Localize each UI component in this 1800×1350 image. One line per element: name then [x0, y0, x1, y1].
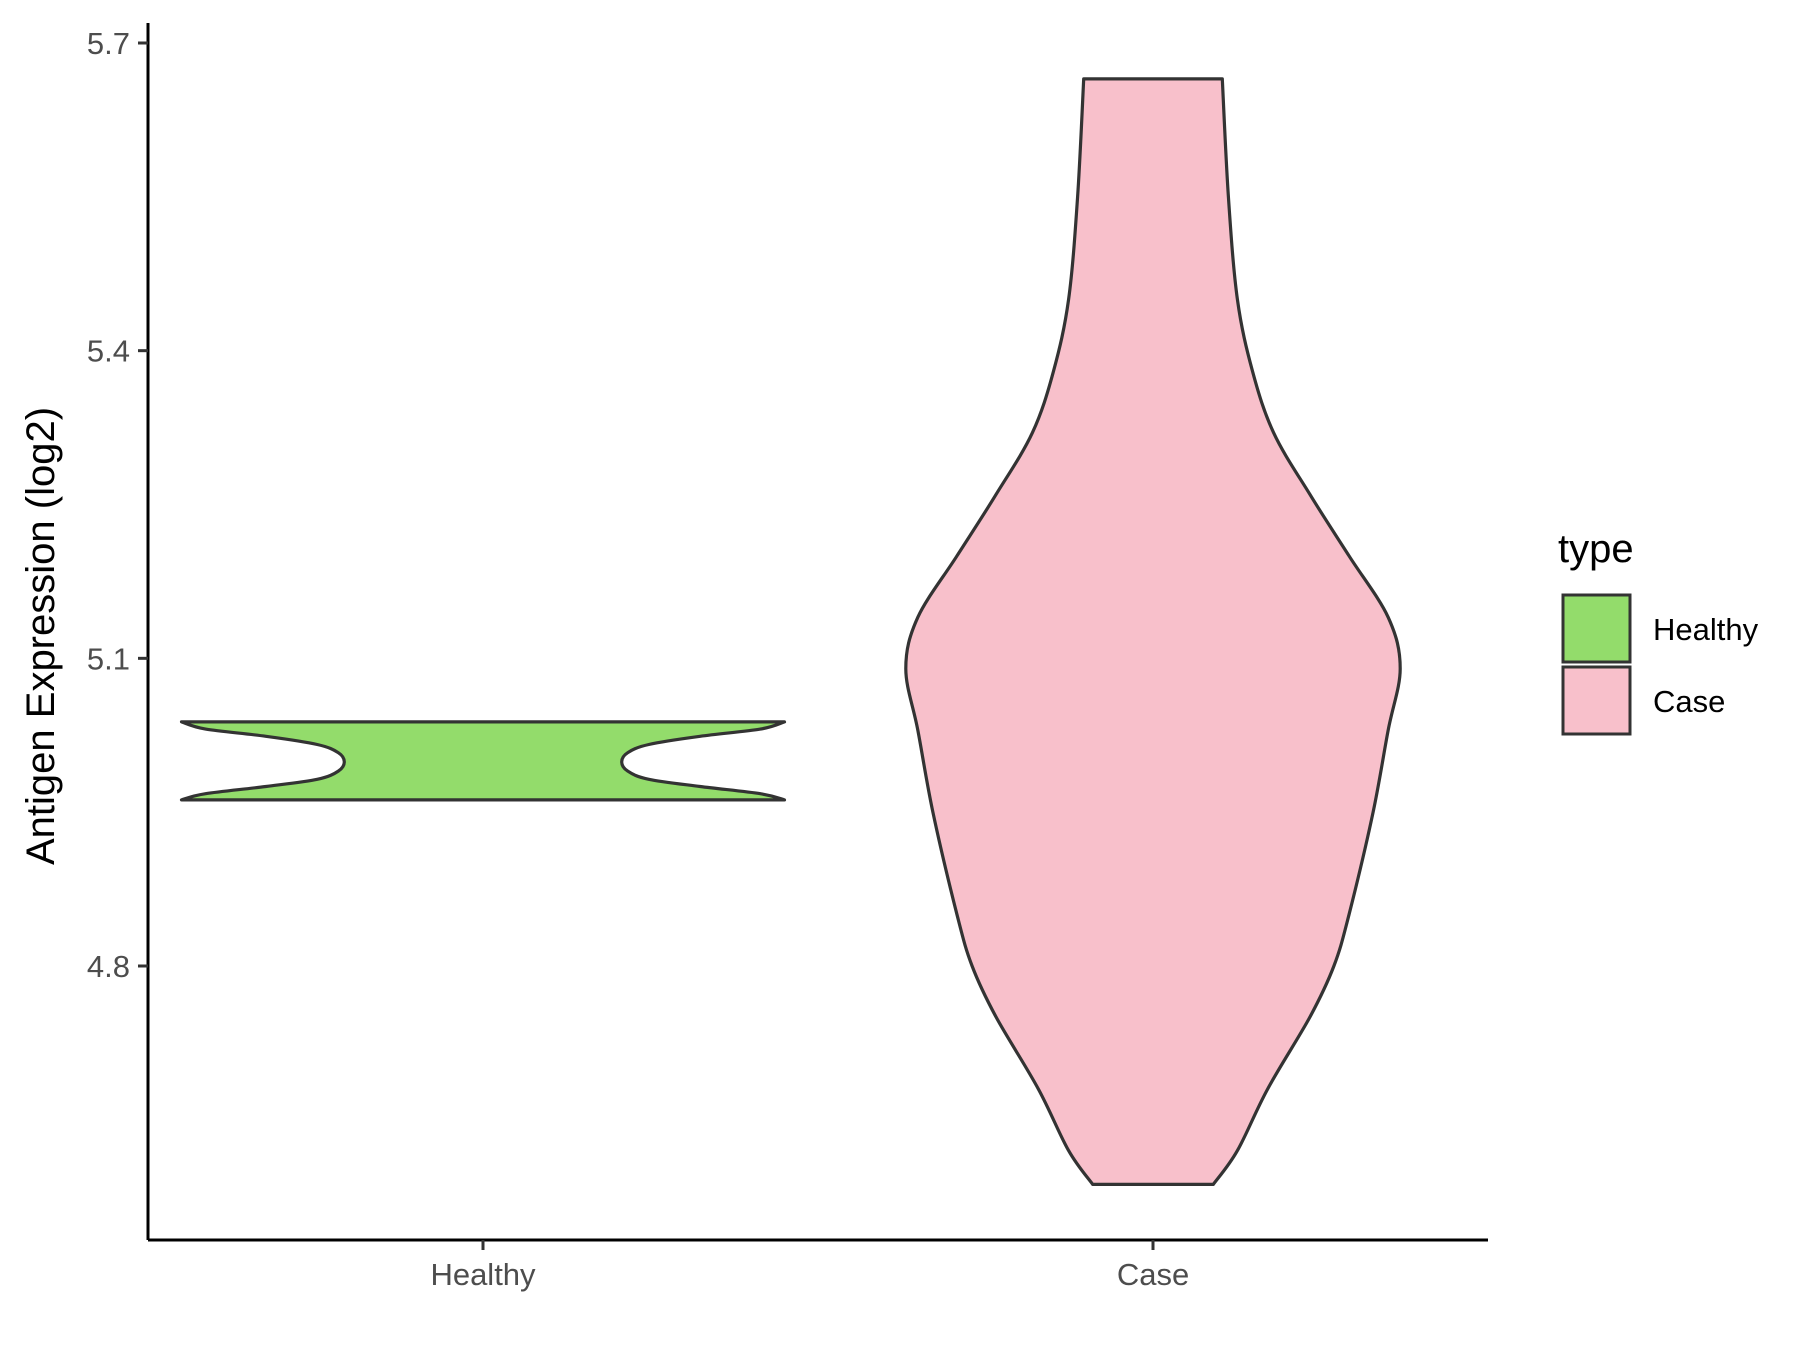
legend-entries: Healthy Case	[1561, 593, 1759, 736]
violin-layer	[179, 77, 1402, 1186]
violin-healthy	[179, 720, 787, 802]
y-ticks: 4.8 5.1 5.4 5.7	[87, 26, 148, 984]
y-tick-label: 5.1	[87, 641, 130, 676]
axes: 4.8 5.1 5.4 5.7 Healthy Case	[87, 23, 1488, 1292]
legend-label-healthy: Healthy	[1653, 612, 1759, 647]
x-tick-label: Healthy	[430, 1257, 536, 1292]
violin-case	[904, 77, 1402, 1186]
y-tick-label: 4.8	[87, 949, 130, 984]
legend: type Healthy Case	[1558, 527, 1759, 736]
y-tick-label: 5.7	[87, 26, 130, 61]
legend-label-case: Case	[1653, 684, 1725, 719]
x-ticks: Healthy Case	[430, 1240, 1189, 1292]
legend-swatch-healthy	[1561, 593, 1632, 664]
x-tick-label: Case	[1117, 1257, 1189, 1292]
legend-title: type	[1558, 527, 1634, 571]
legend-swatch-case	[1561, 665, 1632, 736]
y-tick-label: 5.4	[87, 334, 130, 369]
y-axis-title: Antigen Expression (log2)	[19, 407, 63, 865]
